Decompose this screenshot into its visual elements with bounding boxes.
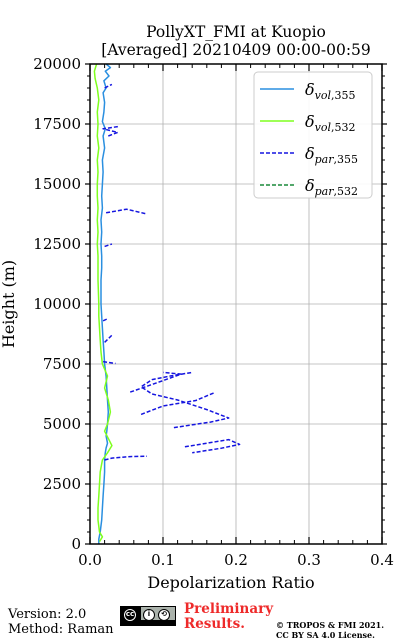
x-tick-label: 0.2 bbox=[224, 551, 248, 569]
copyright-line2: CC BY SA 4.0 License. bbox=[276, 630, 375, 640]
series-line bbox=[129, 371, 183, 393]
series-line bbox=[93, 63, 113, 542]
y-tick-label: 10000 bbox=[33, 295, 81, 313]
series-line bbox=[104, 455, 147, 461]
series-line bbox=[184, 438, 241, 454]
legend: δvol,355 δvol,532 δpar,355 δpar,532 bbox=[253, 71, 373, 199]
chart-title-line1: PollyXT_FMI at Kuopio bbox=[146, 23, 326, 41]
grid-lines bbox=[89, 63, 383, 545]
legend-label: δpar,355 bbox=[305, 144, 358, 166]
series-line bbox=[104, 83, 113, 89]
method-label: Method: Raman bbox=[8, 622, 114, 637]
y-tick-label: 17500 bbox=[33, 115, 81, 133]
series-line bbox=[102, 317, 109, 322]
series-line bbox=[98, 63, 112, 544]
copyright-notice: © TROPOS & FMI 2021. CC BY SA 4.0 Licens… bbox=[276, 620, 384, 640]
y-tick-label: 5000 bbox=[43, 415, 81, 433]
chart-title-line2: [Averaged] 20210409 00:00-00:59 bbox=[101, 41, 371, 59]
y-tick-label: 0 bbox=[71, 535, 81, 553]
y-tick-label: 7500 bbox=[43, 355, 81, 373]
x-tick-label: 0.3 bbox=[297, 551, 321, 569]
copyright-line1: © TROPOS & FMI 2021. bbox=[276, 620, 385, 630]
cc-by-sa-icon: cc i ⟲ bbox=[120, 606, 176, 626]
preliminary-line2: Results. bbox=[184, 615, 245, 632]
y-tick-label: 20000 bbox=[33, 55, 81, 73]
series-line bbox=[140, 392, 215, 416]
legend-label: δpar,532 bbox=[305, 176, 358, 198]
y-tick-label: 15000 bbox=[33, 175, 81, 193]
series-line bbox=[102, 125, 120, 137]
y-tick-label: 12500 bbox=[33, 235, 81, 253]
series-line bbox=[140, 371, 230, 429]
series-line bbox=[105, 208, 148, 215]
version-label: Version: 2.0 bbox=[8, 607, 87, 622]
y-tick-label: 2500 bbox=[43, 475, 81, 493]
preliminary-notice: Preliminary Results. bbox=[184, 602, 273, 632]
series-group bbox=[93, 63, 241, 544]
x-axis-label: Depolarization Ratio bbox=[147, 573, 314, 592]
series-line bbox=[104, 243, 113, 248]
x-tick-label: 0.0 bbox=[78, 551, 102, 569]
series-line bbox=[104, 334, 113, 343]
x-tick-label: 0.4 bbox=[370, 551, 394, 569]
legend-label: δvol,355 bbox=[305, 80, 356, 102]
x-tick-label: 0.1 bbox=[151, 551, 175, 569]
legend-label: δvol,532 bbox=[305, 112, 356, 134]
preliminary-line1: Preliminary bbox=[184, 601, 274, 617]
y-axis-label: Height (m) bbox=[0, 260, 18, 348]
series-line bbox=[102, 360, 116, 365]
axes: 0.0 0.1 0.2 0.3 0.4 0 2500 5000 7500 10000 12500 15… bbox=[33, 55, 394, 569]
legend-box bbox=[253, 71, 373, 199]
